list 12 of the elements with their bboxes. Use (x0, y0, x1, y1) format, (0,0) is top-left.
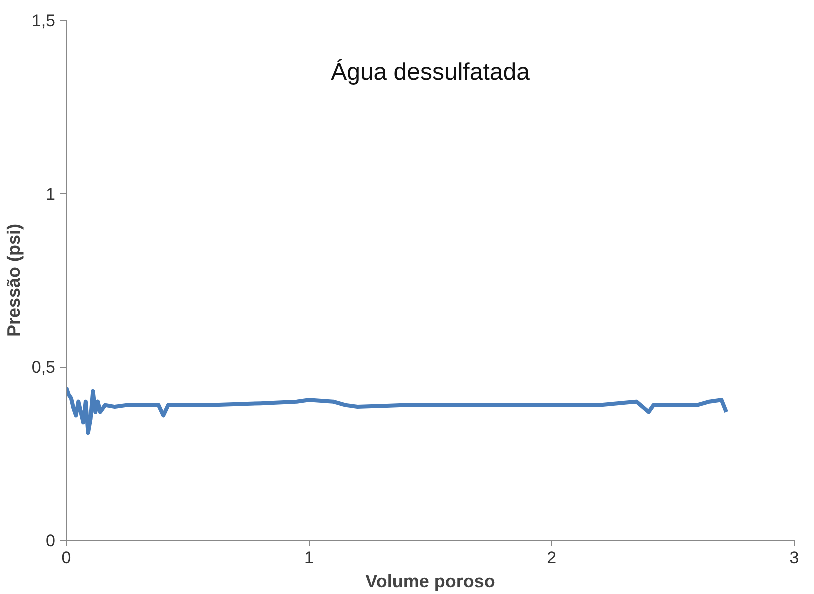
line-series (66, 386, 729, 436)
x-tick-label: 1 (304, 548, 314, 568)
y-tick-label: 1,5 (32, 12, 56, 30)
x-tick-label: 0 (62, 548, 72, 568)
y-axis-title: Pressão (psi) (4, 224, 24, 338)
y-tick-label: 1 (46, 184, 56, 204)
x-axis-title: Volume poroso (366, 572, 496, 592)
text: Água dessulfatada (331, 59, 531, 86)
x-tick-label: 2 (547, 548, 557, 568)
y-tick-label: 0 (46, 532, 56, 550)
x-tick-label: 3 (790, 548, 800, 568)
y-tick-label: 0,5 (32, 358, 56, 378)
